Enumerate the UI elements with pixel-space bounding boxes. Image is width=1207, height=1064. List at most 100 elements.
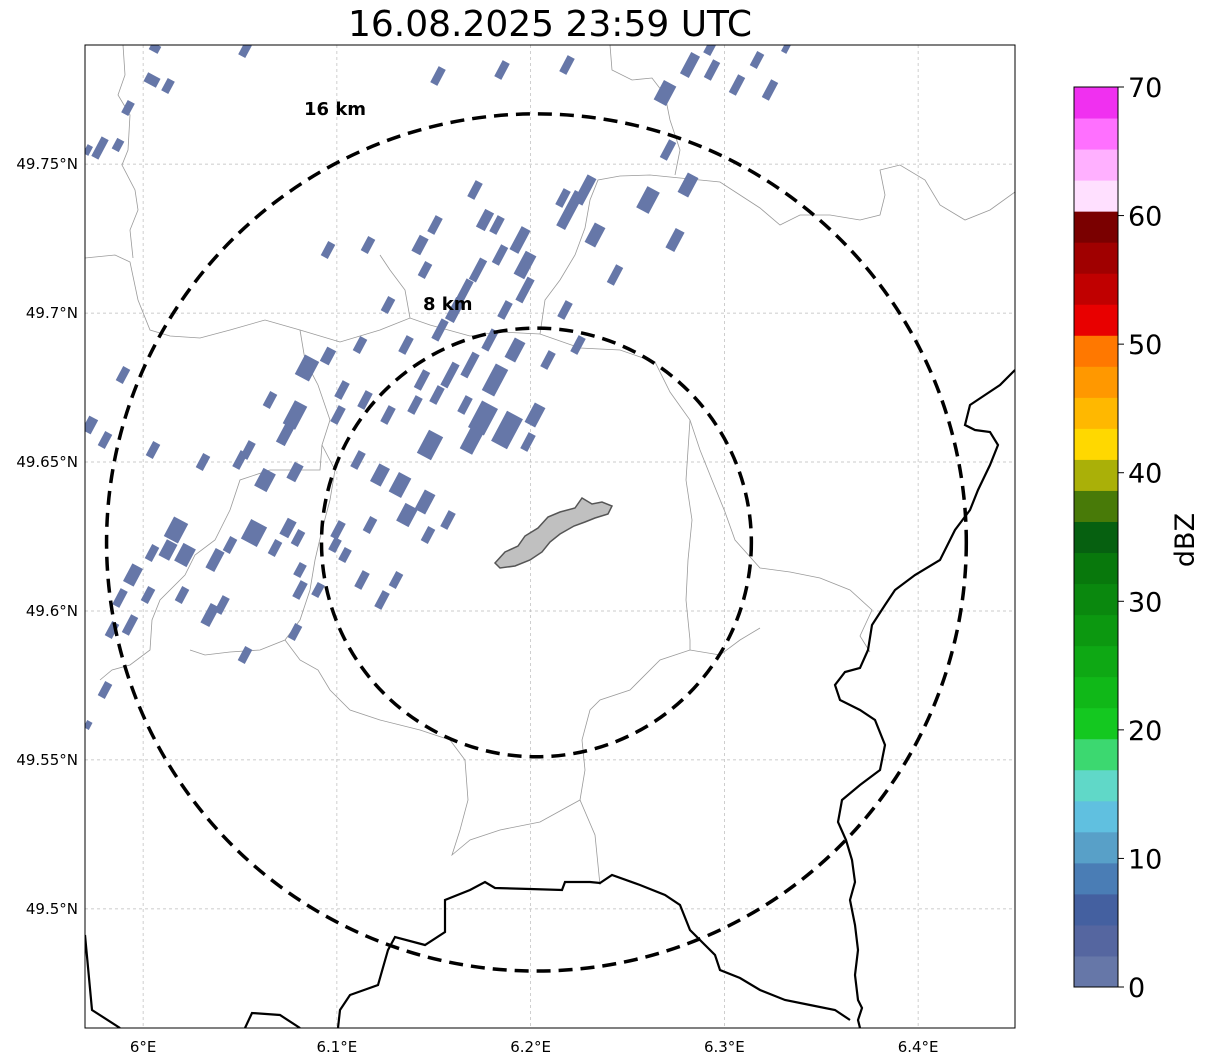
lon-tick-label: 6°E xyxy=(130,1038,157,1056)
colorbar-segment xyxy=(1074,924,1118,957)
echo-pixel xyxy=(380,296,396,314)
map-title: 16.08.2025 23:59 UTC xyxy=(347,4,753,45)
echo-pixel xyxy=(665,227,685,253)
echo-pixel xyxy=(559,55,575,75)
echo-pixel xyxy=(282,400,308,430)
colorbar-segment xyxy=(1074,87,1118,119)
colorbar-tick-label: 30 xyxy=(1128,587,1162,618)
colorbar-segment xyxy=(1074,428,1118,460)
echo-pixel xyxy=(407,395,423,415)
echo-pixel xyxy=(330,520,346,540)
echo-pixel xyxy=(320,241,336,259)
country-borders xyxy=(85,369,1015,1028)
echo-pixel xyxy=(287,623,303,641)
latitude-ticks: 49.5°N 49.55°N 49.6°N 49.65°N 49.7°N 49.75°N xyxy=(16,155,78,918)
echo-pixel xyxy=(557,300,573,320)
echo-pixel xyxy=(121,614,139,636)
colorbar-frame xyxy=(1073,86,1119,988)
echo-pixel xyxy=(380,405,396,425)
echo-pixel xyxy=(540,350,556,370)
colorbar-tick-label: 70 xyxy=(1128,73,1162,104)
echo-pixel xyxy=(761,79,779,101)
colorbar-tick-label: 10 xyxy=(1128,844,1162,875)
colorbar-segment xyxy=(1074,893,1118,926)
echo-pixel xyxy=(653,80,677,106)
lat-tick-label: 49.7°N xyxy=(26,304,78,322)
range-ring-16km xyxy=(104,112,969,973)
lat-tick-label: 49.55°N xyxy=(16,751,78,769)
echo-pixel xyxy=(456,278,474,302)
colorbar-segment xyxy=(1074,180,1118,212)
echo-pixel xyxy=(457,395,473,415)
lon-tick-label: 6.3°E xyxy=(704,1038,745,1056)
lon-tick-label: 6.1°E xyxy=(316,1038,357,1056)
echo-pixel xyxy=(584,222,606,248)
city-area xyxy=(493,496,614,569)
echo-pixel xyxy=(467,180,483,200)
echo-pixel xyxy=(417,261,433,279)
colorbar-tick-label: 40 xyxy=(1128,459,1162,490)
echo-pixel xyxy=(115,366,131,384)
echo-pixel xyxy=(636,186,660,214)
echo-pixel xyxy=(659,139,677,161)
echo-pixel xyxy=(294,354,320,382)
echo-pixel xyxy=(749,51,765,69)
echo-pixel xyxy=(388,571,404,589)
colorbar-segment xyxy=(1074,738,1118,771)
echo-pixel xyxy=(85,415,99,435)
colorbar-segment xyxy=(1074,459,1118,491)
echo-pixel xyxy=(85,720,93,730)
colorbar-segment xyxy=(1074,800,1118,833)
echo-pixel xyxy=(293,561,307,579)
colorbar-label: dBZ xyxy=(1170,513,1201,567)
echo-pixel xyxy=(414,489,436,515)
colorbar-segment xyxy=(1074,645,1118,678)
echo-pixel xyxy=(573,174,597,206)
ring-label-16km: 16 km xyxy=(304,99,366,120)
echo-pixel xyxy=(459,425,485,455)
map-frame xyxy=(84,44,1016,1029)
echo-pixel xyxy=(606,264,624,286)
echo-pixel xyxy=(91,136,109,160)
echo-pixel xyxy=(240,519,268,547)
echo-pixel xyxy=(222,536,238,554)
lat-tick-label: 49.75°N xyxy=(16,155,78,173)
echo-pixel xyxy=(174,542,196,568)
echo-pixel xyxy=(520,432,536,452)
echo-pixel xyxy=(267,539,283,557)
echo-pixel xyxy=(334,380,350,400)
echo-pixel xyxy=(163,516,189,544)
echo-pixel xyxy=(237,646,253,664)
colorbar-tick-label: 0 xyxy=(1128,973,1145,1004)
echo-pixel xyxy=(491,244,509,266)
echo-pixel xyxy=(413,369,431,391)
colorbar-tick-label: 60 xyxy=(1128,202,1162,233)
echo-pixel xyxy=(145,441,161,459)
echo-pixel xyxy=(679,52,701,78)
echo-pixel xyxy=(354,570,370,590)
colorbar-segment xyxy=(1074,614,1118,647)
echo-pixel xyxy=(440,361,460,389)
colorbar-segment xyxy=(1074,676,1118,709)
echo-pixel xyxy=(232,450,248,470)
colorbar-tick-label: 50 xyxy=(1128,330,1162,361)
echo-pixel xyxy=(352,336,368,354)
echo-pixel xyxy=(491,410,523,450)
colorbar-segment xyxy=(1074,583,1118,616)
echo-pixel xyxy=(555,188,571,208)
lat-tick-label: 49.6°N xyxy=(26,602,78,620)
range-ring-8km xyxy=(319,326,754,759)
lat-tick-label: 49.65°N xyxy=(16,453,78,471)
echo-pixel xyxy=(497,300,513,320)
echo-pixel xyxy=(143,72,161,88)
echo-pixel xyxy=(429,385,445,405)
admin-boundaries xyxy=(85,45,1015,886)
echo-pixel xyxy=(286,461,304,483)
echo-pixel xyxy=(416,429,444,461)
echo-pixel xyxy=(205,547,225,573)
echo-pixel xyxy=(460,351,480,379)
echo-pixel xyxy=(195,453,211,471)
colorbar-segment xyxy=(1074,831,1118,864)
ring-label-8km: 8 km xyxy=(423,294,473,315)
echo-pixel xyxy=(677,172,699,198)
